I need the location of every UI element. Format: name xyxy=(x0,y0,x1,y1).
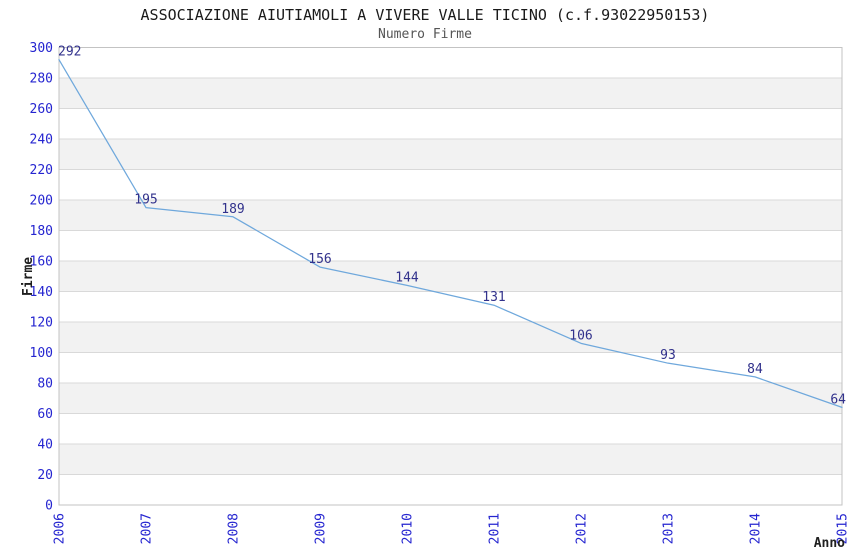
series-line xyxy=(58,59,843,409)
data-label: 195 xyxy=(134,193,157,208)
data-label: 131 xyxy=(482,290,505,305)
data-label: 292 xyxy=(58,45,81,60)
data-label: 106 xyxy=(569,328,592,343)
series-layer xyxy=(58,59,843,409)
y-tick-label: 300 xyxy=(30,41,53,56)
y-tick-label: 100 xyxy=(30,346,53,361)
y-tick-label: 220 xyxy=(30,163,53,178)
data-label: 64 xyxy=(830,392,846,407)
band xyxy=(59,383,842,414)
band xyxy=(59,322,842,353)
x-tick-label: 2010 xyxy=(401,513,416,544)
x-tick-label: 2011 xyxy=(488,513,503,544)
y-tick-label: 80 xyxy=(37,377,53,392)
x-tick-label: 2014 xyxy=(749,513,764,544)
y-tick-label: 200 xyxy=(30,194,53,209)
plot-border xyxy=(58,47,843,506)
band xyxy=(59,261,842,292)
band xyxy=(59,139,842,170)
chart-subtitle: Numero Firme xyxy=(378,27,472,42)
y-axis-title: Firme xyxy=(21,257,36,296)
data-label: 144 xyxy=(395,270,419,285)
x-tick-label: 2007 xyxy=(140,513,155,544)
chart-title: ASSOCIAZIONE AIUTIAMOLI A VIVERE VALLE T… xyxy=(140,6,710,24)
y-tick-label: 60 xyxy=(37,407,53,422)
y-tick-label: 160 xyxy=(30,255,53,270)
band xyxy=(59,78,842,109)
y-tick-label: 180 xyxy=(30,224,53,239)
x-axis-title: Anno xyxy=(814,536,845,550)
x-tick-label: 2015 xyxy=(836,513,850,544)
x-tick-label: 2012 xyxy=(575,513,590,544)
x-tick-label: 2013 xyxy=(662,513,677,544)
y-tick-label: 140 xyxy=(30,285,53,300)
data-label: 189 xyxy=(221,202,244,217)
band xyxy=(59,444,842,475)
y-tick-label: 240 xyxy=(30,133,53,148)
y-tick-label: 40 xyxy=(37,438,53,453)
y-tick-label: 20 xyxy=(37,468,53,483)
data-label: 84 xyxy=(747,362,763,377)
x-tick-label: 2006 xyxy=(53,513,68,544)
y-tick-label: 120 xyxy=(30,316,53,331)
x-tick-label: 2008 xyxy=(227,513,242,544)
band xyxy=(59,200,842,231)
data-label: 93 xyxy=(660,348,676,363)
x-tick-label: 2009 xyxy=(314,513,329,544)
band-layer xyxy=(59,47,842,505)
label-layer: 0 20 40 60 80 100 120 140 160 180 200 220 240 260 280 3… xyxy=(30,41,850,544)
data-label: 156 xyxy=(308,252,331,267)
y-tick-label: 260 xyxy=(30,102,53,117)
gridline-layer xyxy=(58,47,843,506)
y-tick-label: 280 xyxy=(30,72,53,87)
y-tick-label: 0 xyxy=(45,499,53,514)
